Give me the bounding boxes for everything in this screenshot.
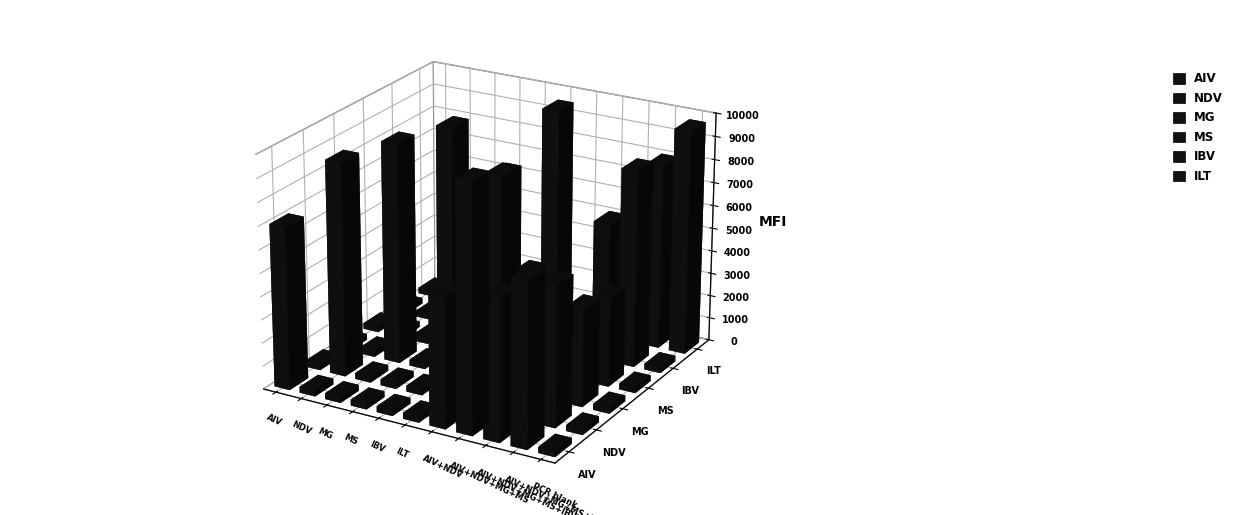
Legend: AIV, NDV, MG, MS, IBV, ILT: AIV, NDV, MG, MS, IBV, ILT: [1168, 67, 1228, 187]
